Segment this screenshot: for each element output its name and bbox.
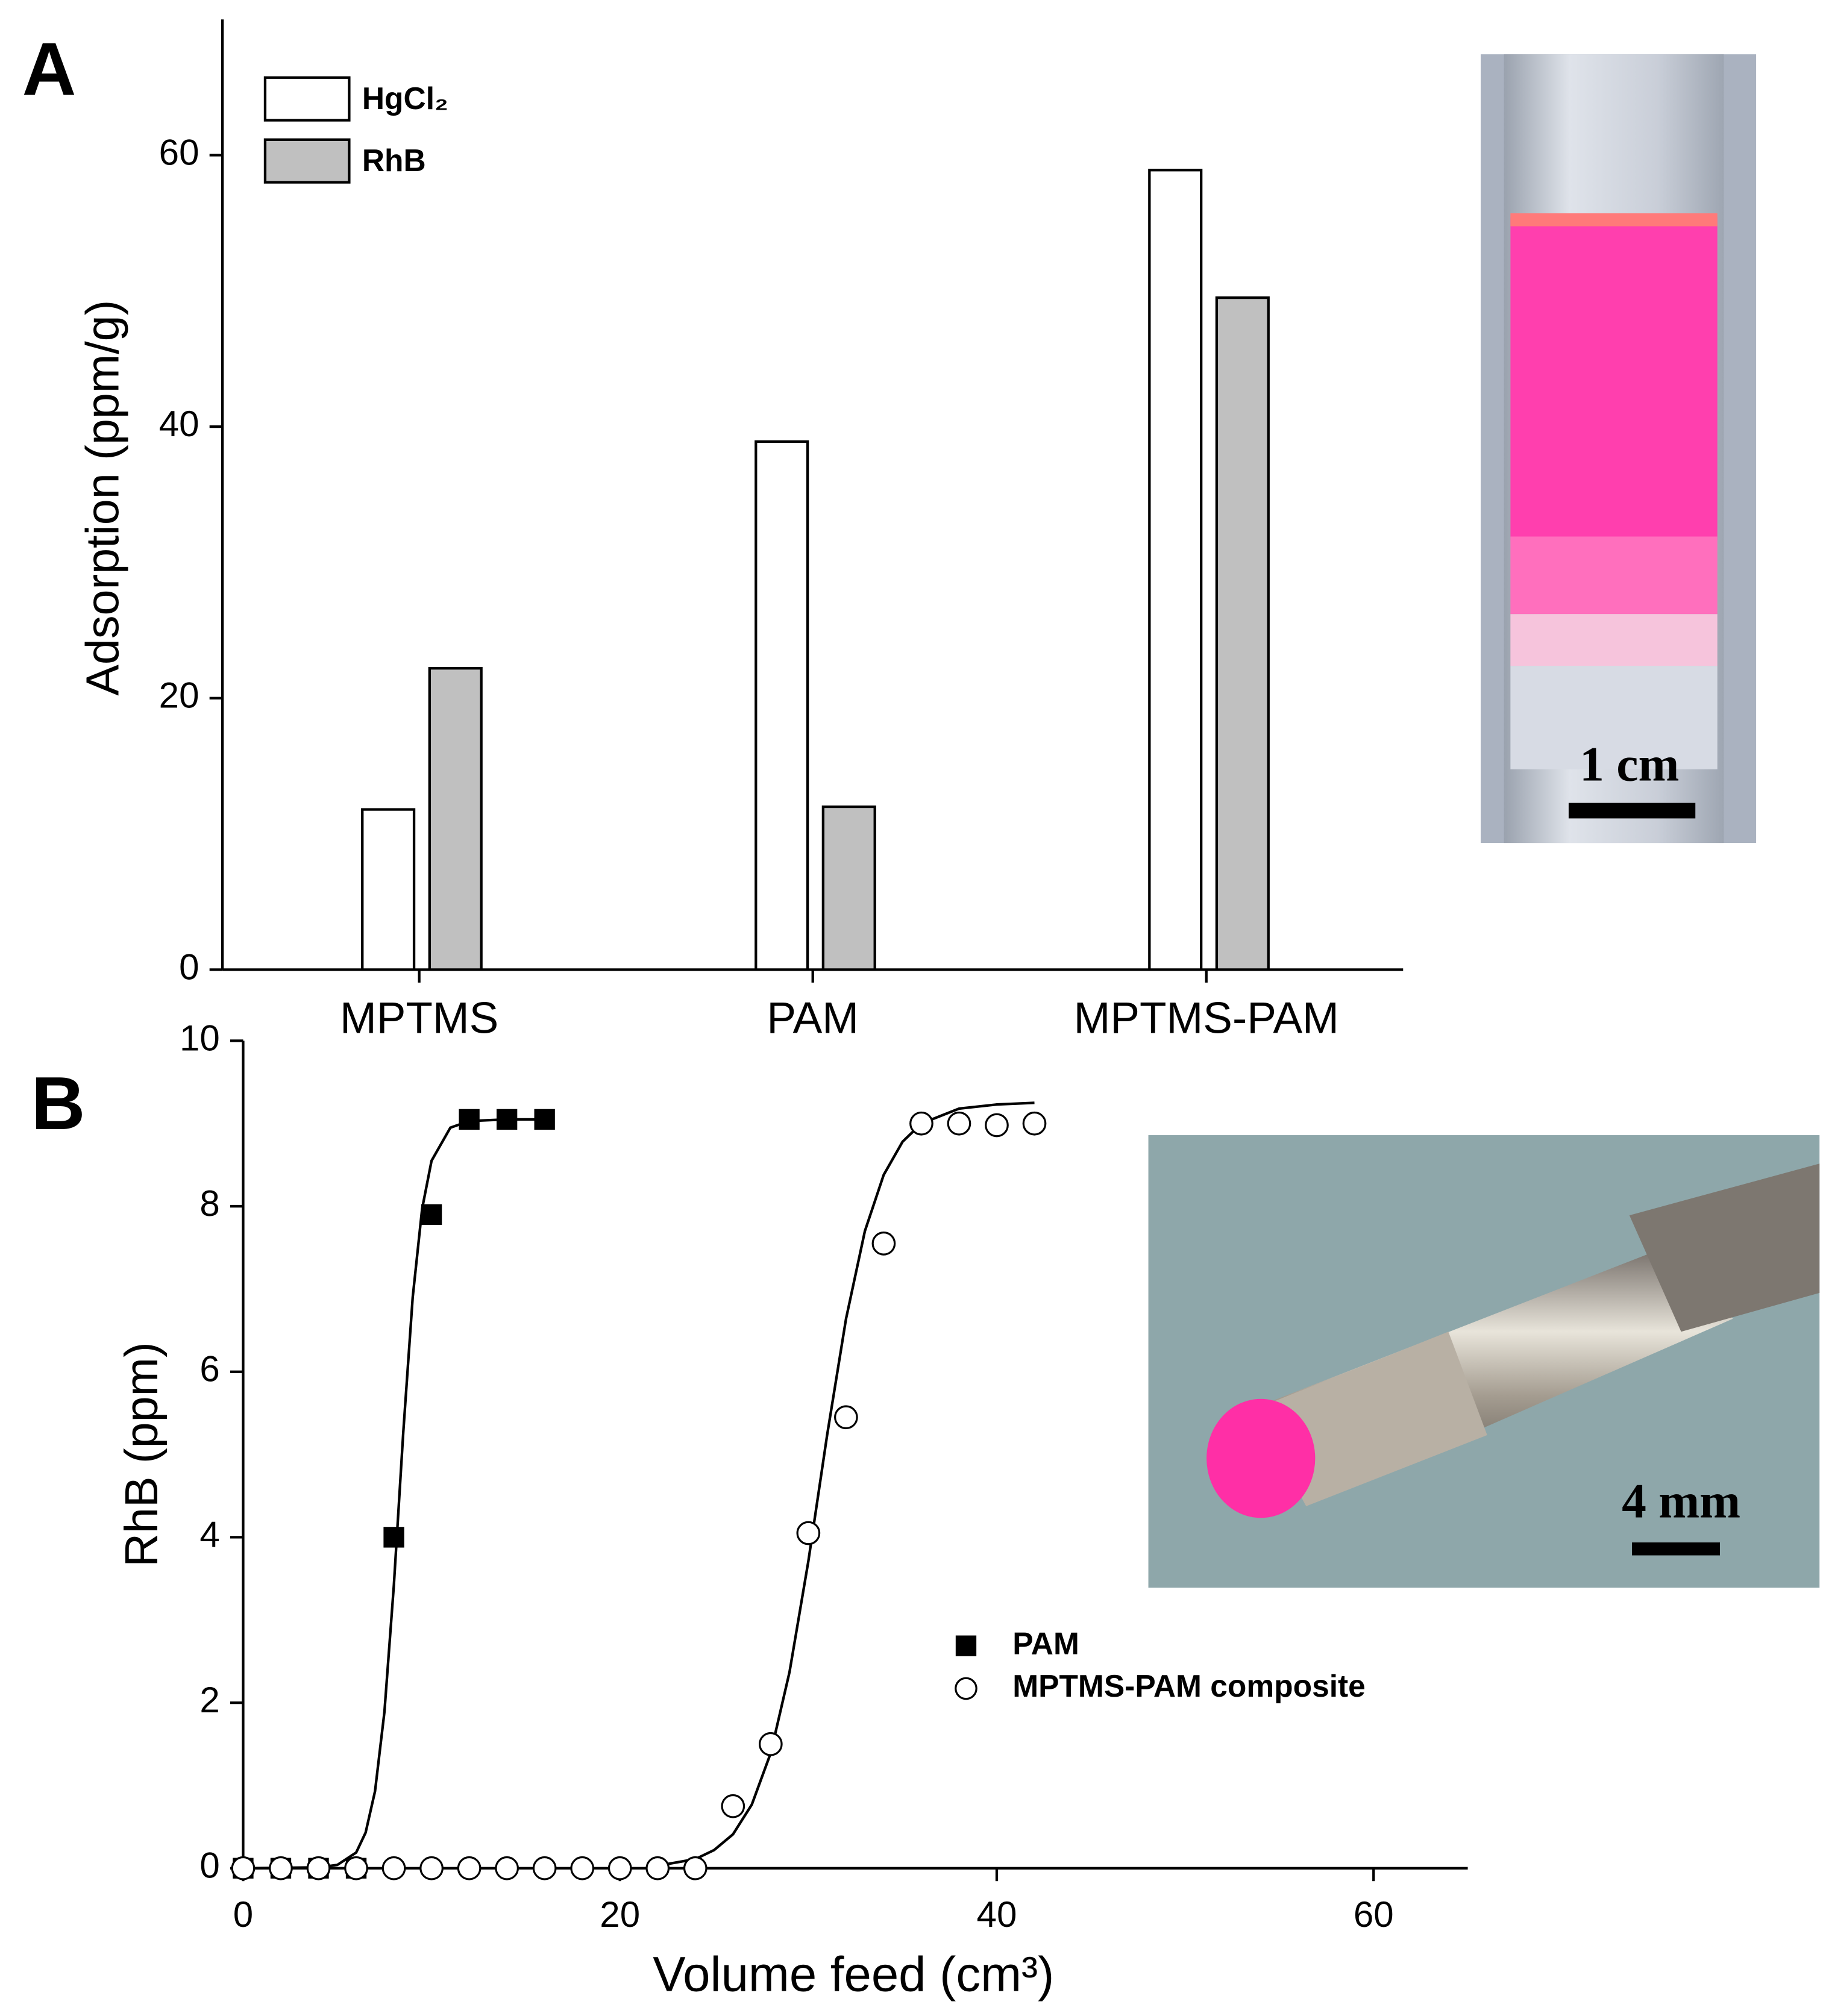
y-tick-label: 20 (159, 675, 199, 716)
data-point (269, 1856, 293, 1880)
data-point (419, 1856, 444, 1880)
legend-swatch (263, 138, 351, 184)
data-point (909, 1111, 933, 1136)
data-point (1022, 1111, 1047, 1136)
y-tick-label: 40 (159, 404, 199, 444)
y-tick-label: 10 (180, 1018, 220, 1058)
y-tick-label: 4 (199, 1514, 219, 1554)
legend-swatch (263, 76, 351, 122)
fit-curve (243, 1118, 545, 1870)
data-point (871, 1232, 896, 1256)
dye-solution (1510, 217, 1718, 540)
data-point (383, 1527, 404, 1548)
data-point (534, 1109, 555, 1130)
y-axis-title: Adsorption (ppm/g) (77, 300, 128, 696)
legend-label: PAM (1012, 1626, 1079, 1661)
data-point (947, 1111, 971, 1136)
data-point (796, 1521, 821, 1545)
legend-marker (955, 1635, 977, 1656)
x-tick-label: MPTMS-PAM (1074, 994, 1339, 1042)
data-point (758, 1732, 783, 1756)
data-point (381, 1856, 406, 1880)
column-fitting (1629, 1163, 1820, 1332)
x-axis-title: Volume feed (cm³) (653, 1947, 1054, 2002)
data-point (344, 1856, 368, 1880)
photo-column: 1 cm (1481, 54, 1757, 844)
scale-bar-label: 4 mm (1622, 1474, 1740, 1529)
data-point (306, 1856, 331, 1880)
photo-monolith: 4 mm (1148, 1135, 1820, 1588)
data-point (721, 1794, 745, 1818)
data-point (421, 1204, 442, 1225)
y-tick-label: 2 (199, 1680, 219, 1720)
monolith-end (1206, 1398, 1316, 1518)
meniscus (1510, 213, 1718, 227)
y-tick-label: 6 (199, 1349, 219, 1389)
x-tick-label: PAM (767, 994, 859, 1042)
bar (821, 805, 876, 971)
data-point (645, 1856, 670, 1880)
data-point (985, 1113, 1009, 1138)
packed-bed (1510, 536, 1718, 615)
x-tick-label: 20 (600, 1894, 640, 1935)
bar (361, 808, 416, 971)
packed-bed-lower (1510, 614, 1718, 666)
data-point (607, 1856, 632, 1880)
bar (755, 440, 809, 971)
legend-marker (955, 1677, 977, 1700)
y-tick-label: 0 (179, 947, 199, 987)
frit (1510, 666, 1718, 769)
x-tick-label: 0 (233, 1894, 253, 1935)
y-tick-label: 0 (199, 1845, 219, 1886)
bar (1215, 296, 1270, 971)
data-point (459, 1109, 480, 1130)
scale-bar-label: 1 cm (1580, 736, 1679, 791)
data-point (570, 1856, 595, 1880)
data-point (231, 1856, 256, 1880)
y-tick-label: 60 (159, 132, 199, 172)
bar (1148, 169, 1203, 971)
legend-label: HgCl₂ (362, 81, 448, 116)
legend-label: MPTMS-PAM composite (1012, 1668, 1366, 1703)
x-tick-label: 40 (977, 1894, 1017, 1935)
data-point (532, 1856, 557, 1880)
panel-label: A (22, 27, 77, 111)
data-point (496, 1109, 518, 1130)
panel-label: B (31, 1062, 86, 1145)
y-tick-label: 8 (199, 1183, 219, 1224)
data-point (683, 1856, 707, 1880)
y-axis-title: RhB (ppm) (116, 1342, 168, 1567)
data-point (834, 1405, 858, 1430)
x-tick-label: 60 (1354, 1894, 1394, 1935)
bar (428, 667, 483, 971)
legend-label: RhB (362, 143, 426, 178)
data-point (495, 1856, 519, 1880)
x-tick-label: MPTMS (340, 994, 498, 1042)
data-point (457, 1856, 482, 1880)
fit-curve (657, 1101, 1035, 1867)
